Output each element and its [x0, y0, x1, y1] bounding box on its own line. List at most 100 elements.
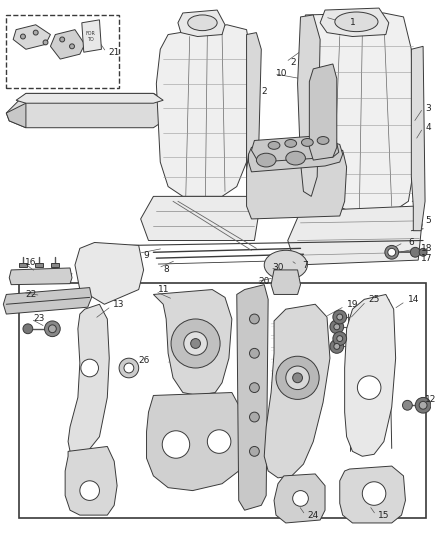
- Ellipse shape: [188, 15, 217, 30]
- Ellipse shape: [264, 251, 307, 280]
- Polygon shape: [156, 25, 251, 196]
- Polygon shape: [340, 466, 406, 523]
- Text: FOR
TO: FOR TO: [86, 31, 95, 42]
- Polygon shape: [75, 243, 144, 304]
- Text: 2: 2: [291, 58, 297, 67]
- Circle shape: [23, 324, 33, 334]
- Circle shape: [330, 340, 344, 353]
- Text: 3: 3: [425, 103, 431, 112]
- Polygon shape: [16, 93, 163, 103]
- Circle shape: [385, 245, 399, 259]
- Polygon shape: [141, 196, 258, 240]
- Text: 15: 15: [378, 511, 390, 520]
- Text: 16: 16: [25, 257, 36, 266]
- Text: 10: 10: [276, 69, 288, 78]
- Circle shape: [250, 314, 259, 324]
- Polygon shape: [320, 8, 389, 37]
- Text: 22: 22: [25, 290, 36, 299]
- Ellipse shape: [317, 136, 329, 144]
- Circle shape: [357, 376, 381, 399]
- Text: 26: 26: [138, 356, 149, 365]
- Circle shape: [388, 248, 396, 256]
- Polygon shape: [4, 288, 92, 314]
- Text: 23: 23: [33, 314, 44, 324]
- Circle shape: [250, 412, 259, 422]
- Polygon shape: [6, 93, 168, 128]
- Ellipse shape: [268, 141, 280, 149]
- Circle shape: [162, 431, 190, 458]
- Polygon shape: [251, 135, 339, 162]
- Circle shape: [250, 383, 259, 392]
- Circle shape: [60, 37, 65, 42]
- Circle shape: [410, 247, 420, 257]
- Circle shape: [276, 356, 319, 399]
- Text: 12: 12: [425, 395, 436, 404]
- Circle shape: [293, 490, 308, 506]
- Polygon shape: [19, 263, 27, 267]
- Bar: [19, 282, 426, 518]
- Text: 11: 11: [157, 285, 169, 294]
- Polygon shape: [9, 268, 72, 285]
- Circle shape: [337, 336, 343, 342]
- Circle shape: [207, 430, 231, 454]
- Text: 1: 1: [350, 18, 355, 27]
- Circle shape: [362, 482, 386, 505]
- Circle shape: [124, 363, 134, 373]
- Circle shape: [45, 321, 60, 337]
- Polygon shape: [237, 285, 268, 510]
- Circle shape: [403, 400, 412, 410]
- Circle shape: [191, 338, 201, 349]
- Circle shape: [334, 324, 340, 330]
- Circle shape: [333, 310, 346, 324]
- Polygon shape: [264, 304, 330, 478]
- Polygon shape: [309, 64, 337, 160]
- Ellipse shape: [256, 153, 276, 167]
- Text: 17: 17: [421, 254, 433, 263]
- Polygon shape: [271, 270, 300, 294]
- Circle shape: [119, 358, 139, 378]
- Circle shape: [171, 319, 220, 368]
- Text: 5: 5: [425, 216, 431, 225]
- Polygon shape: [68, 304, 109, 456]
- Ellipse shape: [301, 139, 313, 147]
- Polygon shape: [274, 474, 325, 523]
- Polygon shape: [35, 263, 42, 267]
- Polygon shape: [247, 150, 346, 219]
- Text: 18: 18: [421, 244, 433, 253]
- Circle shape: [419, 248, 427, 256]
- Circle shape: [286, 366, 309, 390]
- Circle shape: [250, 447, 259, 456]
- Polygon shape: [345, 294, 396, 456]
- Ellipse shape: [335, 12, 378, 31]
- Text: 4: 4: [425, 123, 431, 132]
- Text: 30: 30: [272, 263, 284, 272]
- Text: 6: 6: [409, 238, 414, 247]
- Text: 24: 24: [307, 511, 319, 520]
- Circle shape: [250, 349, 259, 358]
- Polygon shape: [411, 46, 425, 231]
- Circle shape: [184, 332, 207, 356]
- Circle shape: [80, 481, 99, 500]
- Polygon shape: [51, 263, 59, 267]
- Polygon shape: [82, 20, 102, 52]
- Circle shape: [330, 320, 344, 334]
- Polygon shape: [65, 447, 117, 515]
- Polygon shape: [6, 103, 26, 128]
- Text: 8: 8: [163, 265, 169, 274]
- Circle shape: [293, 373, 303, 383]
- Circle shape: [21, 34, 25, 39]
- Polygon shape: [288, 206, 421, 265]
- Polygon shape: [297, 15, 320, 196]
- Text: 14: 14: [408, 295, 419, 304]
- Text: 13: 13: [113, 300, 125, 309]
- Circle shape: [81, 359, 99, 377]
- Text: 19: 19: [347, 300, 358, 309]
- Circle shape: [415, 398, 431, 413]
- Circle shape: [49, 325, 57, 333]
- Polygon shape: [248, 141, 343, 172]
- Polygon shape: [153, 289, 232, 395]
- Circle shape: [333, 332, 346, 345]
- Text: 25: 25: [368, 295, 380, 304]
- Ellipse shape: [285, 140, 297, 147]
- Circle shape: [337, 314, 343, 320]
